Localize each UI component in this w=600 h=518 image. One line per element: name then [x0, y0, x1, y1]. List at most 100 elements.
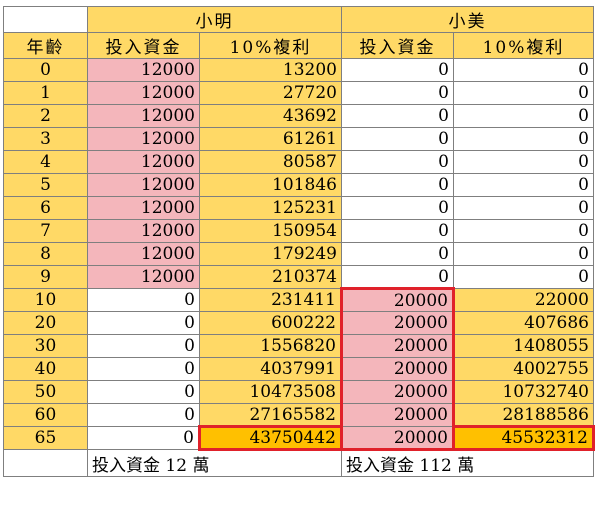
age-cell: 4 [3, 150, 88, 174]
group-header-xiaoming: 小明 [87, 6, 342, 33]
xiaoming-invest-cell: 12000 [87, 58, 200, 82]
table-row: 30 0 1556820 20000 1408055 [3, 334, 594, 358]
xiaoming-invest-cell: 12000 [87, 173, 200, 197]
xiaomei-compound-cell: 4002755 [453, 357, 594, 381]
xiaomei-compound-cell: 0 [453, 127, 594, 151]
footer-blank-cell [3, 449, 88, 477]
xiaomei-invest-cell: 0 [341, 104, 454, 128]
compound-interest-table-wrap: 小明 小美 年齡 投入資金 10%複利 投入資金 10%複利 0 12000 132… [3, 6, 595, 477]
xiaoming-invest-cell: 0 [87, 334, 200, 358]
xiaomei-invest-cell: 20000 [340, 311, 455, 335]
xiaomei-invest-cell: 0 [341, 150, 454, 174]
xiaoming-compound-cell: 231411 [199, 288, 342, 312]
table-row: 10 0 231411 20000 22000 [3, 287, 594, 312]
footer-row: 投入資金 12 萬 投入資金 112 萬 [3, 449, 594, 477]
xiaomei-compound-cell: 28188586 [453, 403, 594, 427]
xiaomei-invest-cell: 20000 [340, 426, 455, 451]
xiaoming-compound-cell: 600222 [199, 311, 342, 335]
table-row: 65 0 43750442 20000 45532312 [3, 425, 595, 451]
xiaomei-invest-cell: 20000 [340, 334, 455, 358]
xiaomei-compound-cell: 0 [453, 173, 594, 197]
xiaoming-compound-cell: 4037991 [199, 357, 342, 381]
xiaomei-compound-cell: 22000 [453, 288, 594, 312]
xiaoming-invest-cell: 0 [87, 288, 200, 312]
xiaoming-invest-cell: 12000 [87, 265, 200, 289]
age-cell: 50 [3, 380, 88, 404]
age-cell: 30 [3, 334, 88, 358]
xiaoming-compound-cell: 1556820 [199, 334, 342, 358]
xiaomei-invest-cell: 0 [341, 173, 454, 197]
xiaomei-invest-cell: 0 [341, 219, 454, 243]
age-cell: 7 [3, 219, 88, 243]
xiaomei-compound-cell: 0 [453, 58, 594, 82]
xiaoming-compound-cell: 179249 [199, 242, 342, 266]
table-row: 3 12000 61261 0 0 [3, 127, 594, 151]
age-cell: 0 [3, 58, 88, 82]
age-cell: 20 [3, 311, 88, 335]
column-header-row: 年齡 投入資金 10%複利 投入資金 10%複利 [3, 32, 594, 59]
xiaomei-compound-cell: 0 [453, 196, 594, 220]
xiaoming-invest-cell: 12000 [87, 81, 200, 105]
xiaomei-compound-cell: 0 [453, 104, 594, 128]
xiaomei-invest-cell: 0 [341, 265, 454, 289]
table-row: 6 12000 125231 0 0 [3, 196, 594, 220]
group-header-row: 小明 小美 [3, 6, 594, 33]
age-cell: 65 [3, 426, 88, 450]
xiaomei-invest-cell: 0 [341, 242, 454, 266]
table-row: 40 0 4037991 20000 4002755 [3, 357, 594, 381]
xiaomei-invest-cell: 20000 [340, 287, 455, 312]
group-header-xiaomei: 小美 [341, 6, 594, 33]
corner-cell [3, 6, 88, 33]
age-cell: 40 [3, 357, 88, 381]
xiaoming-compound-cell: 101846 [199, 173, 342, 197]
xiaoming-compound-cell: 210374 [199, 265, 342, 289]
xiaoming-invest-cell: 0 [87, 403, 200, 427]
footer-total-xiaoming: 投入資金 12 萬 [87, 449, 342, 477]
xiaomei-invest-cell: 0 [341, 58, 454, 82]
table-row: 8 12000 179249 0 0 [3, 242, 594, 266]
table-row: 9 12000 210374 0 0 [3, 265, 594, 289]
xiaoming-invest-cell: 12000 [87, 242, 200, 266]
table-row: 5 12000 101846 0 0 [3, 173, 594, 197]
xiaomei-compound-cell: 10732740 [453, 380, 594, 404]
table-row: 20 0 600222 20000 407686 [3, 311, 594, 335]
xiaoming-invest-cell: 0 [87, 426, 200, 450]
xiaomei-invest-cell: 0 [341, 81, 454, 105]
xiaoming-compound-cell: 125231 [199, 196, 342, 220]
xiaoming-compound-cell: 27720 [199, 81, 342, 105]
xiaoming-invest-cell: 12000 [87, 219, 200, 243]
xiaoming-compound-cell: 43750442 [198, 425, 343, 451]
age-cell: 3 [3, 127, 88, 151]
column-header-rate-a: 10%複利 [199, 32, 342, 59]
column-header-invest-b: 投入資金 [341, 32, 454, 59]
xiaoming-compound-cell: 27165582 [199, 403, 342, 427]
xiaoming-compound-cell: 43692 [199, 104, 342, 128]
xiaoming-compound-cell: 150954 [199, 219, 342, 243]
table-row: 2 12000 43692 0 0 [3, 104, 594, 128]
xiaoming-invest-cell: 12000 [87, 196, 200, 220]
xiaoming-compound-cell: 80587 [199, 150, 342, 174]
table-row: 7 12000 150954 0 0 [3, 219, 594, 243]
table-row: 1 12000 27720 0 0 [3, 81, 594, 105]
xiaoming-invest-cell: 0 [87, 311, 200, 335]
table-row: 4 12000 80587 0 0 [3, 150, 594, 174]
column-header-invest-a: 投入資金 [87, 32, 200, 59]
age-cell: 5 [3, 173, 88, 197]
xiaomei-compound-cell: 0 [453, 150, 594, 174]
column-header-rate-b: 10%複利 [453, 32, 594, 59]
compound-interest-table: 小明 小美 年齡 投入資金 10%複利 投入資金 10%複利 0 12000 132… [3, 6, 595, 477]
xiaomei-compound-cell: 407686 [453, 311, 594, 335]
xiaomei-invest-cell: 20000 [340, 380, 455, 404]
age-cell: 60 [3, 403, 88, 427]
xiaoming-invest-cell: 12000 [87, 127, 200, 151]
xiaomei-compound-cell: 45532312 [452, 425, 595, 451]
age-cell: 2 [3, 104, 88, 128]
xiaoming-invest-cell: 0 [87, 357, 200, 381]
age-cell: 6 [3, 196, 88, 220]
xiaomei-compound-cell: 1408055 [453, 334, 594, 358]
xiaomei-compound-cell: 0 [453, 219, 594, 243]
age-cell: 1 [3, 81, 88, 105]
xiaoming-invest-cell: 12000 [87, 104, 200, 128]
xiaomei-invest-cell: 20000 [340, 357, 455, 381]
footer-total-xiaomei: 投入資金 112 萬 [341, 449, 594, 477]
